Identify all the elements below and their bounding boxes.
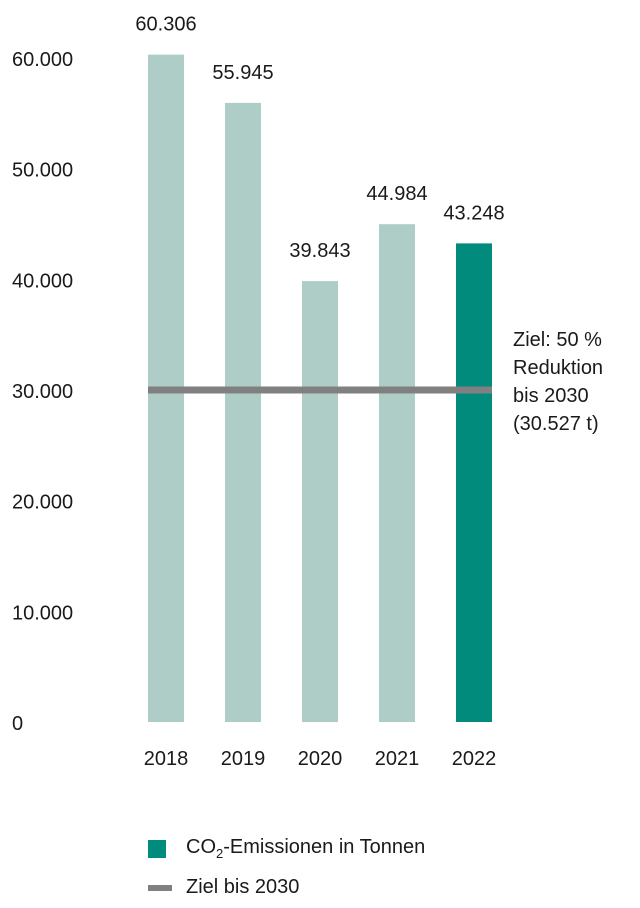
data-label-2018: 60.306	[135, 14, 196, 36]
legend-label-target: Ziel bis 2030	[186, 876, 300, 898]
y-tick-label: 40.000	[12, 270, 73, 292]
y-tick-label: 10.000	[12, 602, 73, 624]
x-tick-label-2019: 2019	[221, 748, 266, 770]
y-tick-label: 0	[12, 713, 23, 735]
data-label-2021: 44.984	[366, 183, 427, 205]
y-tick-label: 30.000	[12, 381, 73, 403]
y-tick-label: 50.000	[12, 160, 73, 182]
bar-2022	[456, 243, 492, 722]
legend-item-target: Ziel bis 2030	[148, 876, 299, 899]
x-tick-label-2018: 2018	[144, 748, 189, 770]
data-label-2019: 55.945	[212, 62, 273, 84]
data-label-2020: 39.843	[289, 240, 350, 262]
target-annotation: Ziel: 50 % Reduktion bis 2030 (30.527 t)	[513, 329, 603, 435]
bar-2019	[225, 102, 261, 722]
x-tick-label-2020: 2020	[298, 748, 343, 770]
legend-swatch-target	[148, 884, 172, 891]
y-tick-label: 60.000	[12, 49, 73, 71]
bar-2021	[379, 224, 415, 722]
legend-item-emissions: CO2-Emissionen in Tonnen	[148, 836, 425, 861]
data-label-2022: 43.248	[443, 202, 504, 224]
x-tick-label-2022: 2022	[452, 748, 497, 770]
y-tick-label: 20.000	[12, 492, 73, 514]
bar-2020	[302, 281, 338, 722]
x-tick-label-2021: 2021	[375, 748, 420, 770]
legend-swatch-emissions	[148, 839, 166, 858]
legend-label-emissions: CO2-Emissionen in Tonnen	[186, 836, 426, 861]
